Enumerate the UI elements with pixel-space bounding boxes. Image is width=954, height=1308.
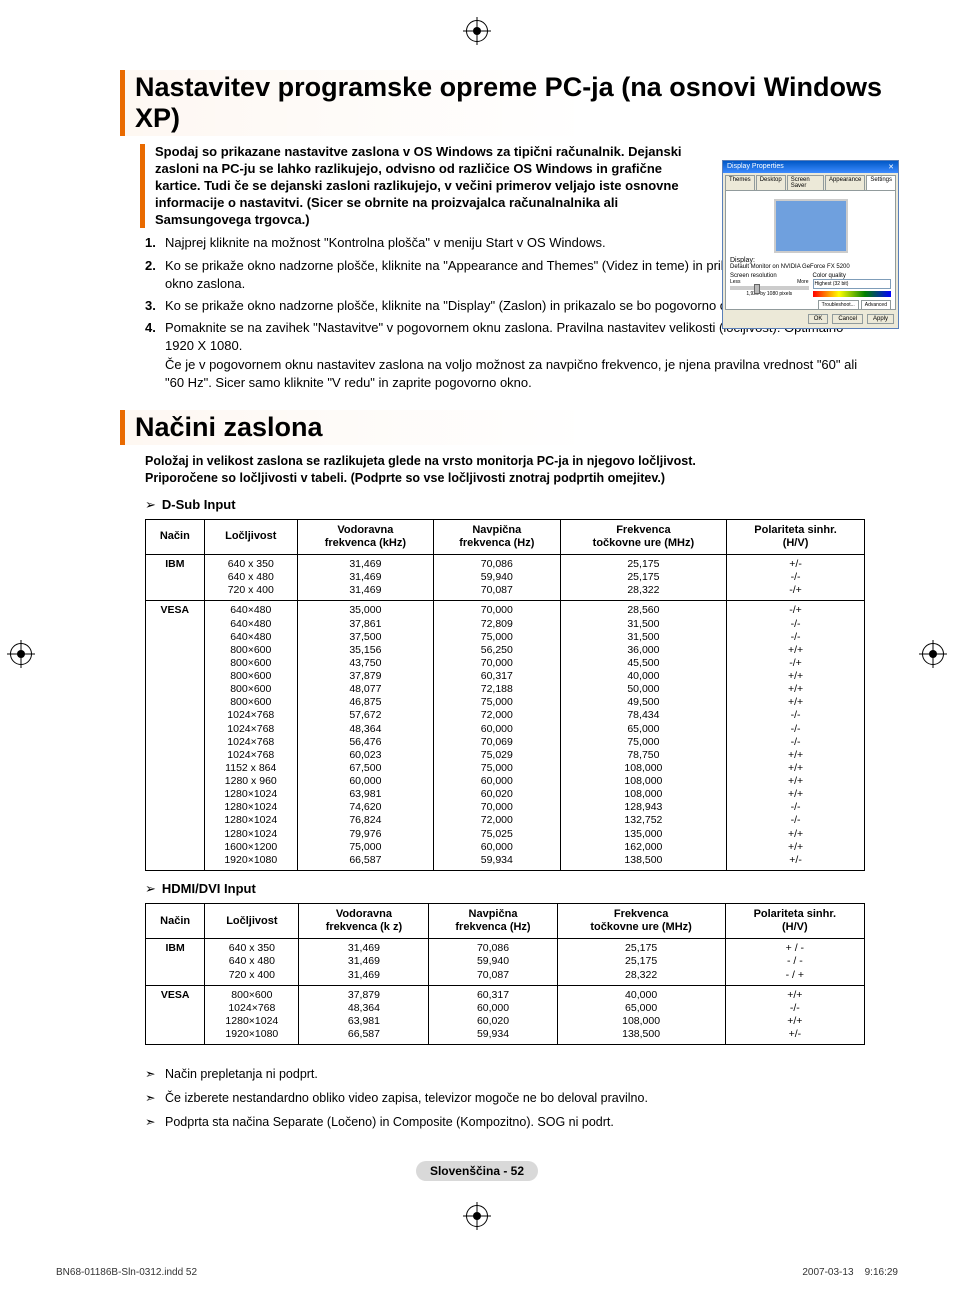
registration-mark [922, 643, 944, 665]
cell-vf: 70,086 59,940 70,087 [433, 555, 560, 601]
cell-res: 640×480 640×480 640×480 800×600 800×600 … [204, 601, 297, 871]
col-clk: Frekvenca točkovne ure (MHz) [560, 519, 726, 554]
col-clk: Frekvenca točkovne ure (MHz) [557, 903, 725, 938]
registration-mark [50, 1205, 904, 1227]
color-bar [813, 291, 892, 297]
cell-pol: + / - - / - - / + [725, 939, 864, 985]
registration-mark [10, 643, 32, 665]
resolution-text: 1,920 by 1080 pixels [730, 291, 809, 297]
table-row: VESA 640×480 640×480 640×480 800×600 800… [146, 601, 865, 871]
display-label: Display: [730, 257, 891, 264]
arrow-icon: ➢ [145, 881, 156, 897]
section-desc: Položaj in velikost zaslona se razlikuje… [145, 453, 865, 487]
arrow-icon: ➣ [145, 1087, 165, 1111]
section-heading-2: Načini zaslona [120, 410, 904, 445]
col-mode: Način [146, 519, 205, 554]
cell-res: 640 x 350 640 x 480 720 x 400 [205, 939, 299, 985]
section-heading-1: Nastavitev programske opreme PC-ja (na o… [120, 70, 904, 136]
footer-right: 2007-03-13 9:16:29 [802, 1267, 898, 1278]
display-properties-dialog: Display Properties ✕ Themes Desktop Scre… [722, 160, 899, 329]
tab-desktop[interactable]: Desktop [756, 175, 786, 190]
cell-hf: 31,469 31,469 31,469 [299, 939, 429, 985]
col-pol: Polariteta sinhr. (H/V) [727, 519, 865, 554]
print-footer: BN68-01186B-Sln-0312.indd 52 2007-03-13 … [50, 1267, 904, 1278]
note-text: Način prepletanja ni podprt. [165, 1063, 318, 1087]
tab-themes[interactable]: Themes [725, 175, 755, 190]
cell-res: 800×600 1024×768 1280×1024 1920×1080 [205, 985, 299, 1045]
step-number: 4. [145, 319, 165, 392]
cell-vf: 60,317 60,000 60,020 59,934 [429, 985, 557, 1045]
col-pol: Polariteta sinhr. (H/V) [725, 903, 864, 938]
subheading-hdmi: ➢HDMI/DVI Input [145, 881, 904, 897]
cell-vf: 70,086 59,940 70,087 [429, 939, 557, 985]
dsub-table: Način Ločljivost Vodoravna frekvenca (kH… [145, 519, 865, 871]
resolution-slider[interactable] [754, 284, 760, 294]
col-vf: Navpična frekvenca (Hz) [429, 903, 557, 938]
cell-clk: 25,175 25,175 28,322 [557, 939, 725, 985]
dialog-titlebar: Display Properties ✕ [723, 161, 898, 173]
subheading-dsub: ➢D-Sub Input [145, 497, 904, 513]
cell-res: 640 x 350 640 x 480 720 x 400 [204, 555, 297, 601]
cell-mode: IBM [146, 555, 205, 601]
hdmi-table: Način Ločljivost Vodoravna frekvenca (k … [145, 903, 865, 1045]
cell-clk: 28,560 31,500 31,500 36,000 45,500 40,00… [560, 601, 726, 871]
arrow-icon: ➢ [145, 497, 156, 513]
step-number: 1. [145, 234, 165, 252]
desc-line: Priporočene so ločljivosti v tabeli. (Po… [145, 470, 865, 487]
cell-hf: 31,469 31,469 31,469 [297, 555, 433, 601]
arrow-icon: ➣ [145, 1063, 165, 1087]
display-value: Default Monitor on NVIDIA GeForce FX 520… [730, 264, 891, 270]
cell-pol: +/- -/- -/+ [727, 555, 865, 601]
cell-hf: 37,879 48,364 63,981 66,587 [299, 985, 429, 1045]
cell-mode: VESA [146, 601, 205, 871]
cell-vf: 70,000 72,809 75,000 56,250 70,000 60,31… [433, 601, 560, 871]
cell-clk: 40,000 65,000 108,000 138,500 [557, 985, 725, 1045]
cell-hf: 35,000 37,861 37,500 35,156 43,750 37,87… [297, 601, 433, 871]
desc-line: Položaj in velikost zaslona se razlikuje… [145, 453, 865, 470]
dialog-buttons: OK Cancel Apply [723, 312, 898, 328]
tab-screensaver[interactable]: Screen Saver [787, 175, 824, 190]
registration-mark [466, 20, 488, 42]
step-number: 2. [145, 257, 165, 293]
tab-appearance[interactable]: Appearance [825, 175, 865, 190]
col-hf: Vodoravna frekvenca (kHz) [297, 519, 433, 554]
res-less: Less [730, 279, 741, 285]
dialog-tabs: Themes Desktop Screen Saver Appearance S… [723, 173, 898, 190]
table-row: VESA 800×600 1024×768 1280×1024 1920×108… [146, 985, 865, 1045]
monitor-preview [774, 199, 848, 253]
step-text: Pomaknite se na zavihek "Nastavitve" v p… [165, 319, 865, 392]
step-number: 3. [145, 297, 165, 315]
note-text: Če izberete nestandardno obliko video za… [165, 1087, 648, 1111]
cell-pol: -/+ -/- -/- +/+ -/+ +/+ +/+ +/+ -/- -/- … [727, 601, 865, 871]
col-mode: Način [146, 903, 205, 938]
advanced-button[interactable]: Advanced [861, 300, 891, 310]
troubleshoot-button[interactable]: Troubleshoot... [818, 300, 859, 310]
footnotes: ➣Način prepletanja ni podprt. ➣Če izbere… [145, 1063, 904, 1134]
intro-paragraph: Spodaj so prikazane nastavitve zaslona v… [140, 144, 685, 228]
close-icon[interactable]: ✕ [888, 163, 894, 171]
note-text: Podprta sta načina Separate (Ločeno) in … [165, 1111, 614, 1135]
table-row: IBM 640 x 350 640 x 480 720 x 400 31,469… [146, 555, 865, 601]
cell-mode: VESA [146, 985, 205, 1045]
color-select[interactable]: Highest (32 bit) [813, 279, 892, 289]
res-more: More [797, 279, 808, 285]
cancel-button[interactable]: Cancel [832, 314, 863, 324]
col-hf: Vodoravna frekvenca (k z) [299, 903, 429, 938]
cell-pol: +/+ -/- +/+ +/- [725, 985, 864, 1045]
col-res: Ločljivost [204, 519, 297, 554]
dialog-body: Display: Default Monitor on NVIDIA GeFor… [725, 190, 896, 310]
col-vf: Navpična frekvenca (Hz) [433, 519, 560, 554]
table-row: IBM 640 x 350 640 x 480 720 x 400 31,469… [146, 939, 865, 985]
document-page: Nastavitev programske opreme PC-ja (na o… [0, 0, 954, 1308]
cell-clk: 25,175 25,175 28,322 [560, 555, 726, 601]
arrow-icon: ➣ [145, 1111, 165, 1135]
dialog-title: Display Properties [727, 163, 784, 171]
tab-settings[interactable]: Settings [866, 175, 896, 190]
apply-button[interactable]: Apply [867, 314, 894, 324]
col-res: Ločljivost [205, 903, 299, 938]
page-number-badge: Slovenščina - 52 [50, 1162, 904, 1180]
ok-button[interactable]: OK [808, 314, 829, 324]
footer-left: BN68-01186B-Sln-0312.indd 52 [56, 1267, 197, 1278]
cell-mode: IBM [146, 939, 205, 985]
